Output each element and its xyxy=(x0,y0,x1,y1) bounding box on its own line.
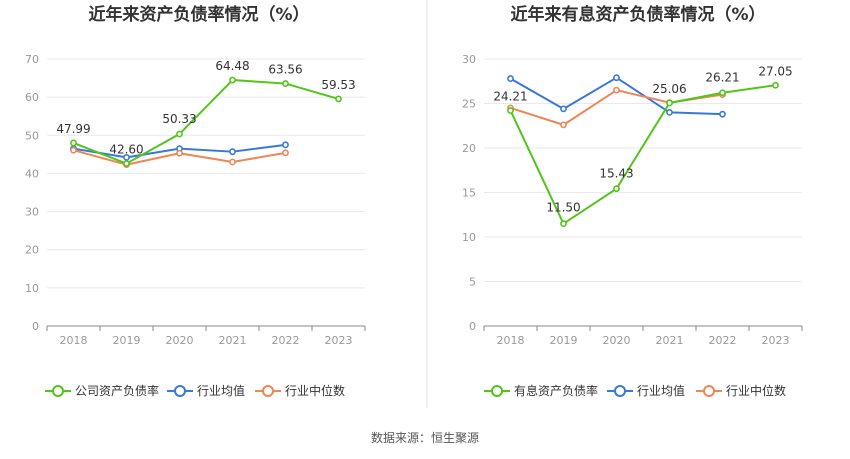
data-point xyxy=(229,158,236,166)
x-tick-label: 2020 xyxy=(166,334,194,347)
data-label: 63.56 xyxy=(268,63,302,77)
data-source-label: 数据来源：恒生聚源 xyxy=(370,431,479,445)
y-tick-label: 20 xyxy=(25,244,39,257)
y-tick-label: 25 xyxy=(462,98,476,111)
data-point xyxy=(229,76,236,84)
chart-title: 近年来资产负债率情况（%） xyxy=(88,4,309,25)
data-label: 15.43 xyxy=(599,167,633,181)
data-point xyxy=(70,146,77,154)
y-tick-label: 40 xyxy=(25,167,39,180)
legend-item-3[interactable]: 行业中位数 xyxy=(255,383,345,398)
data-point xyxy=(282,80,289,87)
x-tick-label: 2021 xyxy=(656,334,684,347)
data-point xyxy=(613,86,620,94)
data-point xyxy=(666,99,673,107)
series-line-3 xyxy=(510,89,723,126)
legend-item-3[interactable]: 行业中位数 xyxy=(696,383,786,398)
x-tick-label: 2023 xyxy=(762,334,790,347)
data-point xyxy=(229,148,236,156)
x-tick-label: 2021 xyxy=(219,334,247,347)
series-line-1 xyxy=(73,79,339,165)
data-point xyxy=(772,81,779,89)
data-point xyxy=(123,154,130,161)
y-tick-label: 0 xyxy=(32,320,39,333)
legend-item-1[interactable]: 公司资产负债率 xyxy=(45,383,159,398)
data-point xyxy=(176,130,183,138)
series-line-1 xyxy=(509,84,776,225)
data-label: 24.21 xyxy=(493,90,527,104)
x-tick-label: 2023 xyxy=(325,334,353,347)
y-tick-label: 70 xyxy=(25,53,39,66)
x-tick-label: 2019 xyxy=(550,334,578,347)
data-point xyxy=(123,160,130,167)
data-point xyxy=(282,141,289,149)
legend-marker xyxy=(614,385,626,397)
legend-item-2[interactable]: 行业均值 xyxy=(607,383,685,398)
data-point xyxy=(507,75,514,82)
x-tick-label: 2018 xyxy=(497,334,525,347)
data-label: 11.50 xyxy=(546,201,580,215)
data-label: 59.53 xyxy=(321,78,355,92)
y-tick-label: 20 xyxy=(462,142,476,155)
data-point xyxy=(560,121,567,129)
data-point xyxy=(719,110,726,118)
x-tick-label: 2022 xyxy=(272,334,300,347)
data-point xyxy=(719,89,726,97)
data-label: 25.06 xyxy=(652,82,686,96)
legend-marker xyxy=(174,385,186,397)
y-tick-label: 15 xyxy=(462,187,476,200)
legend-marker xyxy=(703,385,715,397)
x-tick-label: 2022 xyxy=(709,334,737,347)
chart-panel-2: 近年来有息资产负债率情况（%） 0 5 10 15 20 25 30 2018 2019 2020 2… xyxy=(462,4,803,398)
data-point xyxy=(282,149,289,157)
data-label: 47.99 xyxy=(56,122,90,136)
y-tick-label: 30 xyxy=(462,53,476,66)
data-point xyxy=(613,185,620,193)
y-tick-label: 5 xyxy=(469,276,476,289)
x-tick-label: 2018 xyxy=(60,334,88,347)
legend-label: 行业均值 xyxy=(637,383,685,398)
data-point xyxy=(335,95,342,103)
chart-title: 近年来有息资产负债率情况（%） xyxy=(510,4,765,25)
x-tick-label: 2019 xyxy=(113,334,141,347)
legend-marker xyxy=(262,385,274,397)
legend-item-1[interactable]: 有息资产负债率 xyxy=(484,383,598,398)
y-tick-label: 30 xyxy=(25,206,39,219)
data-point xyxy=(70,139,77,147)
legend-label: 行业中位数 xyxy=(726,383,786,398)
legend-label: 行业中位数 xyxy=(285,383,345,398)
y-tick-label: 0 xyxy=(469,320,476,333)
data-label: 50.33 xyxy=(162,112,196,126)
x-tick-label: 2020 xyxy=(603,334,631,347)
data-label: 64.48 xyxy=(215,59,249,73)
data-point xyxy=(560,220,567,228)
legend-label: 行业均值 xyxy=(197,383,245,398)
data-point xyxy=(176,149,183,157)
y-tick-label: 10 xyxy=(462,231,476,244)
data-label: 42.60 xyxy=(109,143,143,157)
legend-label: 公司资产负债率 xyxy=(75,383,159,398)
y-tick-label: 60 xyxy=(25,91,39,104)
data-label: 26.21 xyxy=(705,71,739,85)
chart-panel-1: 近年来资产负债率情况（%） 0 10 20 30 40 50 60 70 2018 2019 2020… xyxy=(25,4,366,398)
data-label: 27.05 xyxy=(758,64,792,78)
y-tick-label: 10 xyxy=(25,282,39,295)
data-point xyxy=(560,105,567,113)
legend-item-2[interactable]: 行业均值 xyxy=(167,383,245,398)
y-tick-label: 50 xyxy=(25,129,39,142)
legend-marker xyxy=(491,385,503,397)
data-point xyxy=(507,107,514,114)
data-point xyxy=(613,74,620,82)
series-line-2 xyxy=(510,76,723,116)
legend-marker xyxy=(52,385,64,397)
data-point xyxy=(666,109,673,116)
legend-label: 有息资产负债率 xyxy=(514,383,598,398)
